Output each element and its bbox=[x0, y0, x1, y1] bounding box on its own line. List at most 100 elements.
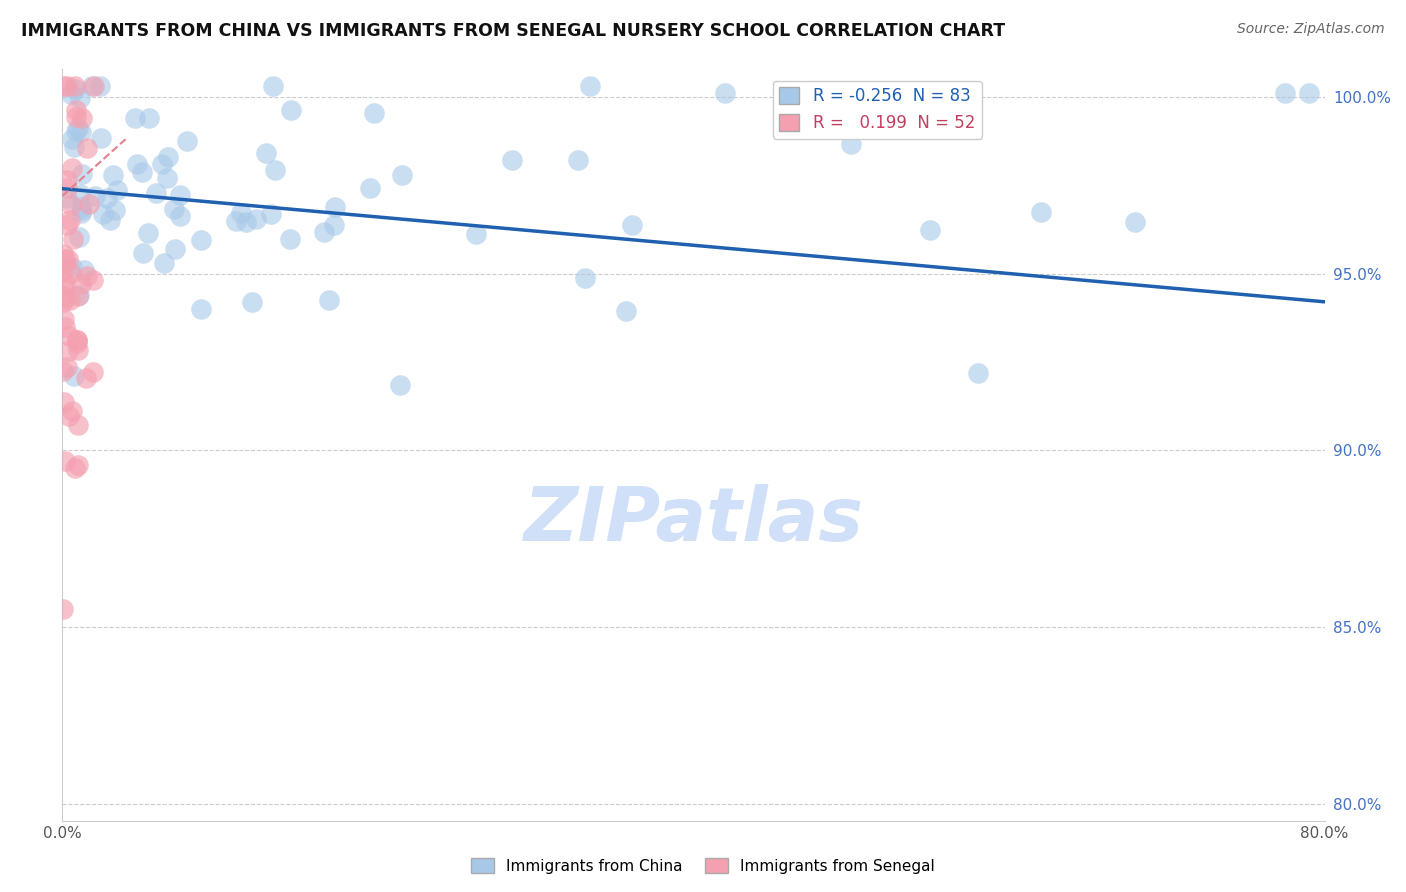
Point bbox=[52, 311, 75, 326]
Point bbox=[56, 219, 79, 233]
Point bbox=[52, 247, 75, 261]
Point bbox=[63, 369, 86, 384]
Point bbox=[52, 602, 75, 616]
Point bbox=[70, 167, 93, 181]
Text: Source: ZipAtlas.com: Source: ZipAtlas.com bbox=[1237, 22, 1385, 37]
Point bbox=[66, 418, 89, 433]
Point bbox=[55, 79, 77, 94]
Point bbox=[62, 132, 84, 146]
Point bbox=[63, 79, 86, 94]
Point bbox=[176, 134, 198, 148]
Point bbox=[83, 189, 105, 203]
Point bbox=[80, 79, 103, 94]
Point bbox=[76, 268, 98, 283]
Point bbox=[323, 218, 346, 232]
Point bbox=[131, 165, 153, 179]
Point bbox=[1123, 215, 1146, 229]
Point bbox=[58, 409, 80, 424]
Point bbox=[76, 141, 98, 155]
Point bbox=[90, 131, 112, 145]
Point bbox=[56, 359, 79, 374]
Point bbox=[920, 222, 942, 236]
Point bbox=[69, 125, 91, 139]
Point bbox=[841, 137, 863, 152]
Point bbox=[52, 295, 75, 310]
Point bbox=[163, 202, 186, 217]
Point bbox=[82, 365, 104, 379]
Point bbox=[67, 288, 90, 302]
Point bbox=[53, 256, 76, 270]
Point bbox=[388, 377, 411, 392]
Point bbox=[89, 79, 111, 94]
Point bbox=[58, 328, 80, 343]
Point bbox=[83, 79, 105, 94]
Point bbox=[104, 202, 127, 217]
Point bbox=[82, 273, 104, 287]
Point bbox=[70, 206, 93, 220]
Point bbox=[235, 215, 257, 229]
Point bbox=[156, 170, 179, 185]
Point bbox=[391, 169, 413, 183]
Point bbox=[100, 212, 122, 227]
Point bbox=[318, 293, 340, 308]
Point bbox=[312, 225, 335, 239]
Point bbox=[58, 293, 80, 307]
Point bbox=[136, 226, 159, 240]
Point bbox=[229, 206, 252, 220]
Point bbox=[190, 301, 212, 316]
Point bbox=[69, 277, 91, 291]
Point bbox=[156, 151, 179, 165]
Point bbox=[501, 153, 523, 167]
Point bbox=[145, 186, 167, 200]
Point bbox=[52, 364, 75, 378]
Point bbox=[169, 188, 191, 202]
Point bbox=[70, 200, 93, 214]
Point bbox=[62, 232, 84, 246]
Legend: Immigrants from China, Immigrants from Senegal: Immigrants from China, Immigrants from S… bbox=[464, 852, 942, 880]
Point bbox=[323, 200, 346, 214]
Point bbox=[1274, 87, 1296, 101]
Point bbox=[66, 333, 89, 347]
Point bbox=[574, 270, 596, 285]
Point bbox=[60, 87, 83, 101]
Point bbox=[65, 124, 87, 138]
Point bbox=[1298, 87, 1320, 101]
Point bbox=[65, 110, 87, 124]
Point bbox=[359, 181, 381, 195]
Text: IMMIGRANTS FROM CHINA VS IMMIGRANTS FROM SENEGAL NURSERY SCHOOL CORRELATION CHAR: IMMIGRANTS FROM CHINA VS IMMIGRANTS FROM… bbox=[21, 22, 1005, 40]
Point bbox=[65, 461, 87, 475]
Point bbox=[67, 343, 90, 358]
Point bbox=[59, 198, 82, 212]
Text: ZIPatlas: ZIPatlas bbox=[523, 483, 863, 557]
Point bbox=[60, 260, 83, 275]
Point bbox=[280, 103, 302, 118]
Point bbox=[363, 106, 385, 120]
Point bbox=[69, 186, 91, 201]
Point bbox=[242, 295, 264, 310]
Point bbox=[225, 214, 247, 228]
Point bbox=[620, 218, 643, 232]
Point bbox=[53, 276, 76, 290]
Point bbox=[465, 227, 488, 241]
Point bbox=[91, 207, 114, 221]
Point bbox=[66, 336, 89, 351]
Point bbox=[69, 90, 91, 104]
Point bbox=[101, 169, 124, 183]
Point bbox=[131, 246, 153, 260]
Point bbox=[65, 81, 87, 95]
Point bbox=[245, 211, 267, 226]
Point bbox=[70, 202, 93, 217]
Point bbox=[56, 252, 79, 267]
Point bbox=[53, 252, 76, 266]
Point bbox=[53, 454, 76, 468]
Point bbox=[66, 289, 89, 303]
Point bbox=[60, 161, 83, 175]
Point bbox=[65, 103, 87, 117]
Point bbox=[75, 371, 97, 385]
Point bbox=[53, 320, 76, 334]
Point bbox=[52, 265, 75, 279]
Point bbox=[59, 212, 82, 227]
Point bbox=[66, 458, 89, 473]
Point bbox=[58, 343, 80, 358]
Point bbox=[138, 111, 160, 125]
